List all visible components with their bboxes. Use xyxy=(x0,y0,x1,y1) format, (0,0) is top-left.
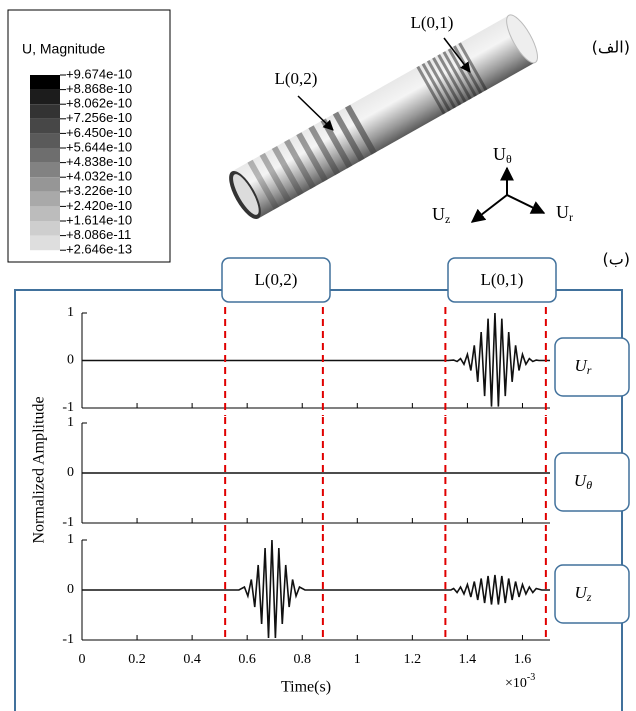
legend-swatch xyxy=(30,90,60,105)
x-scale-exp: -3 xyxy=(527,672,535,683)
y-tick-label: 0 xyxy=(67,465,74,480)
x-tick-label: 0 xyxy=(79,652,86,667)
legend-swatch xyxy=(30,119,60,134)
panel-label: (ب) xyxy=(602,250,630,269)
waveform xyxy=(82,313,550,407)
mode-label: L(0,1) xyxy=(411,13,454,32)
pipe-body xyxy=(232,15,536,218)
axis-arrow xyxy=(507,195,544,213)
legend-swatch xyxy=(30,104,60,119)
x-scale-base: ×10 xyxy=(505,676,527,691)
legend-swatch xyxy=(30,133,60,148)
legend: +9.674e-10+8.868e-10+8.062e-10+7.256e-10… xyxy=(30,66,132,256)
legend-label: +5.644e-10 xyxy=(66,139,132,154)
component-sub: θ xyxy=(586,478,592,492)
legend-label: +6.450e-10 xyxy=(66,125,132,140)
mode-label: L(0,2) xyxy=(255,270,298,289)
legend-label: +4.838e-10 xyxy=(66,154,132,169)
x-tick-label: 1 xyxy=(354,652,361,667)
panel-label: (الف) xyxy=(592,38,630,57)
component-sub: r xyxy=(587,363,592,377)
legend-label: +1.614e-10 xyxy=(66,212,132,227)
x-axis-label: Time(s) xyxy=(281,679,331,696)
legend-swatch xyxy=(30,75,60,90)
x-tick-label: 1.4 xyxy=(459,652,477,667)
y-tick-label: -1 xyxy=(62,515,74,530)
x-tick-label: 0.6 xyxy=(238,652,256,667)
legend-swatch xyxy=(30,192,60,207)
legend-swatch xyxy=(30,148,60,163)
legend-label: +7.256e-10 xyxy=(66,110,132,125)
legend-label: +8.868e-10 xyxy=(66,81,132,96)
component-box xyxy=(555,565,629,623)
legend-label: +3.226e-10 xyxy=(66,183,132,198)
legend-label: +8.086e-11 xyxy=(66,227,131,242)
y-tick-label: 1 xyxy=(67,532,74,547)
axis-label: Uθ xyxy=(493,144,512,166)
legend-swatch xyxy=(30,206,60,221)
axis-label: Uz xyxy=(432,204,450,226)
x-tick-label: 0.8 xyxy=(293,652,311,667)
legend-label: +9.674e-10 xyxy=(66,66,132,81)
legend-label: +8.062e-10 xyxy=(66,96,132,111)
x-tick-label: 1.2 xyxy=(404,652,422,667)
x-tick-label: 1.6 xyxy=(514,652,532,667)
y-tick-label: -1 xyxy=(62,632,74,647)
legend-label: +2.646e-13 xyxy=(66,242,132,257)
component-box xyxy=(555,338,629,396)
y-tick-label: 1 xyxy=(67,305,74,320)
waveform xyxy=(82,540,550,638)
legend-swatch xyxy=(30,163,60,178)
x-tick-label: 0.2 xyxy=(128,652,146,667)
y-tick-label: -1 xyxy=(62,400,74,415)
legend-swatch xyxy=(30,177,60,192)
x-scale-label: ×10-3 xyxy=(505,672,535,691)
legend-swatch xyxy=(30,236,60,251)
pipe xyxy=(223,11,543,223)
y-tick-label: 0 xyxy=(67,353,74,368)
figure: U, Magnitude +9.674e-10+8.868e-10+8.062e… xyxy=(0,0,636,711)
x-tick-label: 0.4 xyxy=(183,652,201,667)
component-sub: z xyxy=(586,590,592,604)
mode-label: L(0,2) xyxy=(275,69,318,88)
y-tick-label: 0 xyxy=(67,582,74,597)
axis-label: Ur xyxy=(556,202,573,224)
legend-label: +2.420e-10 xyxy=(66,198,132,213)
y-tick-label: 1 xyxy=(67,415,74,430)
legend-swatch xyxy=(30,221,60,236)
axis-arrow xyxy=(472,195,507,222)
y-axis-label: Normalized Amplitude xyxy=(31,396,48,543)
legend-label: +4.032e-10 xyxy=(66,169,132,184)
mode-label: L(0,1) xyxy=(481,270,524,289)
frame xyxy=(15,290,622,711)
legend-title: U, Magnitude xyxy=(22,41,105,57)
